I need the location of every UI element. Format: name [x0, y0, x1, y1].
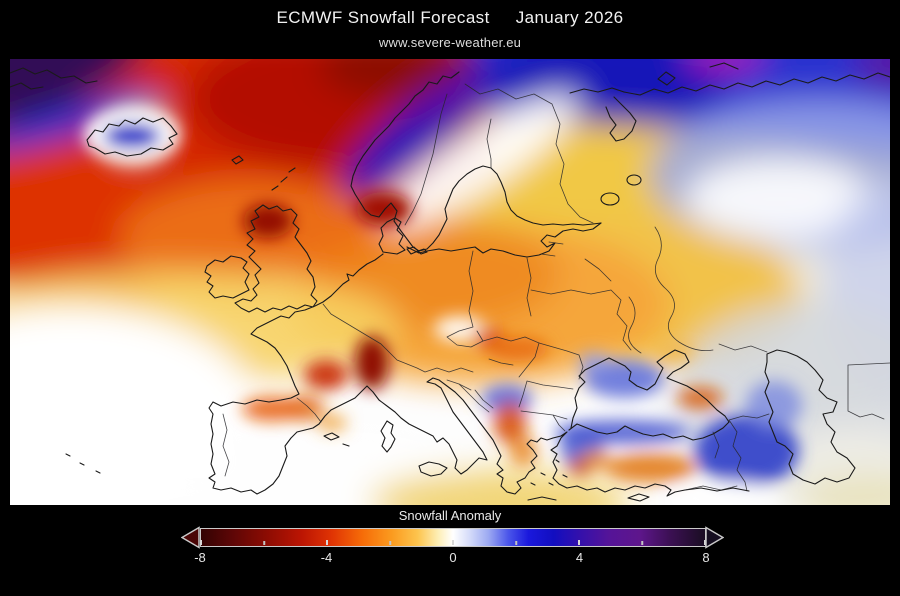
anomaly-field-detail: [84, 108, 802, 505]
coastlines: [10, 62, 890, 502]
colorbar-tick-label: 0: [449, 550, 457, 565]
colorbar-tick-label: -4: [320, 550, 333, 565]
colorbar-tick: [452, 540, 454, 545]
colorbar-tick: [578, 540, 580, 545]
title-date: January 2026: [515, 8, 624, 27]
right-arrow-triangle: [705, 526, 724, 549]
colorbar-tick-label: 4: [575, 550, 584, 565]
colorbar-title: Snowfall Anomaly: [398, 508, 502, 523]
colorbar-gradient: [200, 528, 706, 547]
colorbar-tick-labels: -8 -4 0 4 8: [194, 550, 710, 566]
page-title: ECMWF Snowfall Forecast January 2026: [0, 8, 900, 28]
colorbar-tick-label: 8: [702, 550, 710, 565]
colorbar-tick: [263, 541, 265, 545]
left-arrow-triangle: [181, 526, 200, 549]
colorbar-tick: [326, 540, 328, 545]
colorbar-tick: [389, 541, 391, 545]
anomaly-map-svg: [10, 59, 890, 505]
colorbar-tick: [704, 540, 706, 545]
colorbar-tick: [641, 541, 643, 545]
colorbar-tick-label: -8: [194, 550, 206, 565]
colorbar-right-arrow: [705, 526, 724, 549]
colorbar-left-arrow: [181, 526, 200, 549]
country-borders: [222, 83, 890, 492]
europe-anomaly-map: [10, 59, 890, 505]
colorbar-tick: [200, 540, 202, 545]
source-url: www.severe-weather.eu: [378, 35, 522, 50]
title-forecast: ECMWF Snowfall Forecast: [276, 8, 490, 27]
colorbar-tick: [515, 541, 517, 545]
